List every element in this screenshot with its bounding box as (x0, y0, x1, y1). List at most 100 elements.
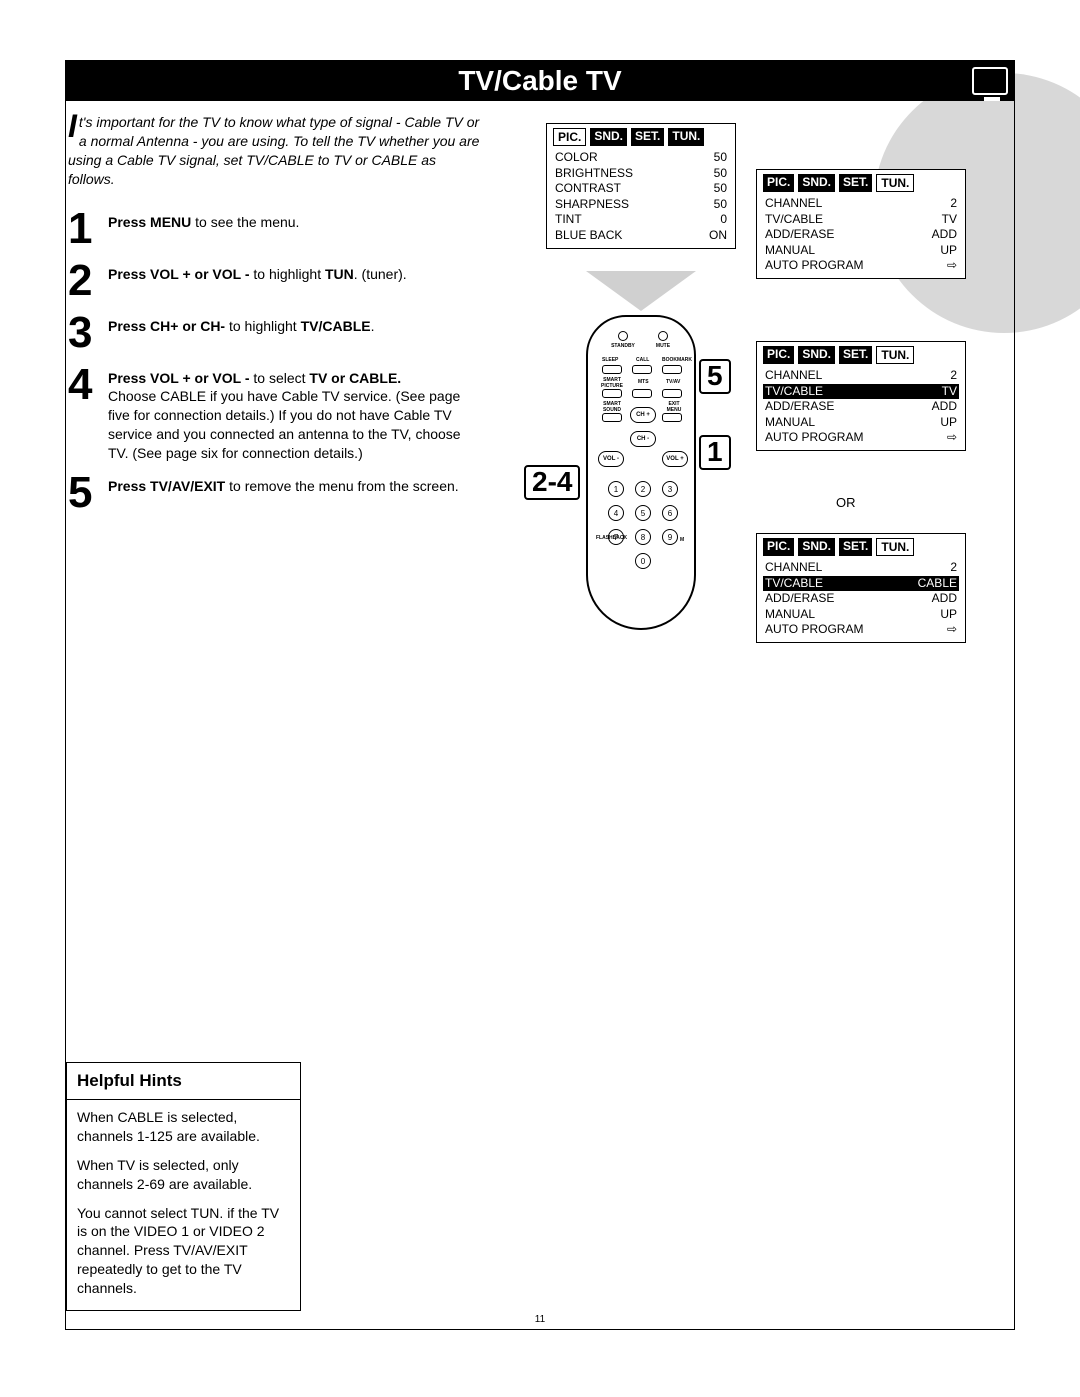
tvav-label: TV/AV (666, 379, 680, 385)
step-text: Press VOL + or VOL - to select TV or CAB… (108, 363, 496, 463)
smart-picture-label: SMART PICTURE (598, 377, 626, 389)
menu-tab: TUN. (876, 174, 914, 192)
tun-menu-3: PIC.SND.SET.TUN.CHANNEL2TV/CABLECABLEADD… (756, 533, 966, 643)
menu-row: CHANNEL2 (763, 560, 959, 576)
step-number: 4 (68, 363, 108, 463)
or-label: OR (836, 495, 856, 510)
tun-menu-1: PIC.SND.SET.TUN.CHANNEL2TV/CABLETVADD/ER… (756, 169, 966, 279)
menu-tab: SND. (798, 538, 835, 556)
step-number: 1 (68, 207, 108, 251)
menu-tab: PIC. (553, 128, 586, 146)
menu-row: SHARPNESS50 (553, 197, 729, 213)
menu-tab: SND. (590, 128, 627, 146)
menu-tab: SET. (631, 128, 664, 146)
hint-1: When CABLE is selected, channels 1-125 a… (77, 1108, 290, 1146)
sleep-button (602, 365, 622, 374)
dropcap: I (68, 113, 77, 139)
num-3: 3 (662, 481, 678, 497)
standby-label: STANDBY (610, 343, 636, 349)
step-text: Press CH+ or CH- to highlight TV/CABLE. (108, 311, 394, 355)
step-number: 5 (68, 471, 108, 515)
menu-tabs: PIC.SND.SET.TUN. (763, 174, 959, 192)
menu-row-label: BRIGHTNESS (555, 166, 633, 182)
intro-body: t's important for the TV to know what ty… (68, 114, 479, 187)
helpful-hints-body: When CABLE is selected, channels 1-125 a… (67, 1100, 300, 1310)
menu-row-label: AUTO PROGRAM (765, 258, 863, 274)
num-4: 4 (608, 505, 624, 521)
ch-minus-button: CH - (630, 431, 656, 447)
helpful-hints-box: Helpful Hints When CABLE is selected, ch… (66, 1062, 301, 1311)
call-label: CALL (636, 357, 649, 363)
menu-row: AUTO PROGRAM ⇨ (763, 430, 959, 446)
tvav-button (662, 389, 682, 398)
menu-tab: PIC. (763, 174, 794, 192)
menu-rows: CHANNEL2TV/CABLETVADD/ERASEADDMANUALUPAU… (763, 368, 959, 446)
menu-tabs: PIC.SND.SET.TUN. (763, 538, 959, 556)
menu-row: AUTO PROGRAM⇨ (763, 622, 959, 638)
hint-2: When TV is selected, only channels 2-69 … (77, 1156, 290, 1194)
step-text: Press VOL + or VOL - to highlight TUN. (… (108, 259, 427, 303)
bookmark-button (662, 365, 682, 374)
menu-row: MANUALUP (763, 243, 959, 259)
tun-menu-2: PIC.SND.SET.TUN.CHANNEL2TV/CABLETVADD/ER… (756, 341, 966, 451)
mts-button (632, 389, 652, 398)
menu-tab: SET. (839, 174, 872, 192)
menu-row-value: ADD (932, 591, 957, 607)
menu-row-label: MANUAL (765, 415, 815, 431)
menu-row: MANUALUP (763, 607, 959, 623)
flashback-label: FLASHBACK (596, 535, 608, 541)
num-8: 8 (635, 529, 651, 545)
menu-row: CHANNEL 2 (763, 196, 959, 212)
menu-row-label: CHANNEL (765, 368, 822, 384)
callout-2-4: 2-4 (524, 465, 580, 500)
ch-plus-button: CH + (630, 407, 656, 423)
menu-row-label: CHANNEL (765, 196, 822, 212)
steps-list: 1Press MENU to see the menu.2Press VOL +… (68, 207, 496, 515)
page-border: TV/Cable TV It's important for the TV to… (65, 60, 1015, 1330)
num-1: 1 (608, 481, 624, 497)
menu-rows: CHANNEL2TV/CABLETVADD/ERASEADDMANUALUPAU… (763, 196, 959, 274)
menu-row: ADD/ERASEADD (763, 399, 959, 415)
menu-row: ADD/ERASE ADD (763, 591, 959, 607)
menu-row-label: TINT (555, 212, 582, 228)
num-2: 2 (635, 481, 651, 497)
menu-tab: SET. (839, 346, 872, 364)
menu-row: TV/CABLE TV (763, 384, 959, 400)
smart-picture-button (602, 389, 622, 398)
menu-tab: SND. (798, 346, 835, 364)
mts-label: MTS (638, 379, 649, 385)
remote-illustration: STANDBY MUTE SLEEP CALL BOOKMARK SMART P… (586, 315, 696, 630)
menu-row-label: TV/CABLE (765, 384, 823, 400)
menu-row-label: AUTO PROGRAM (765, 622, 863, 638)
menu-row-label: CHANNEL (765, 560, 822, 576)
step-number: 2 (68, 259, 108, 303)
menu-row-value: 2 (950, 196, 957, 212)
pic-menu-box: PIC.SND.SET.TUN. COLOR50BRIGHTNESS50CONTR… (546, 123, 736, 249)
intro-text: It's important for the TV to know what t… (68, 113, 496, 189)
menu-row-label: AUTO PROGRAM (765, 430, 863, 446)
menu-tabs: PIC.SND.SET.TUN. (553, 128, 729, 146)
step-number: 3 (68, 311, 108, 355)
hint-3: You cannot select TUN. if the TV is on t… (77, 1204, 290, 1298)
callout-1: 1 (699, 435, 731, 470)
menu-row: AUTO PROGRAM⇨ (763, 258, 959, 274)
menu-row-value: UP (940, 415, 957, 431)
menu-rows: CHANNEL2TV/CABLECABLEADD/ERASEADDMANUALU… (763, 560, 959, 638)
menu-rows: COLOR50BRIGHTNESS50CONTRAST50SHARPNESS50… (553, 150, 729, 244)
call-button (632, 365, 652, 374)
menu-row-value: TV (942, 384, 957, 400)
menu-tab: TUN. (668, 128, 704, 146)
step-text: Press MENU to see the menu. (108, 207, 319, 251)
vol-plus-button: VOL + (662, 451, 688, 467)
menu-row-value: ON (709, 228, 727, 244)
num-0: 0 (635, 553, 651, 569)
mute-button (658, 331, 668, 341)
left-column: It's important for the TV to know what t… (66, 113, 496, 523)
menu-row-label: ADD/ERASE (765, 591, 834, 607)
menu-row-value: ⇨ (947, 430, 957, 446)
smart-sound-button (602, 413, 622, 422)
menu-row-value: 2 (950, 368, 957, 384)
tv-icon (972, 67, 1008, 95)
num-6: 6 (662, 505, 678, 521)
menu-tab: SND. (798, 174, 835, 192)
